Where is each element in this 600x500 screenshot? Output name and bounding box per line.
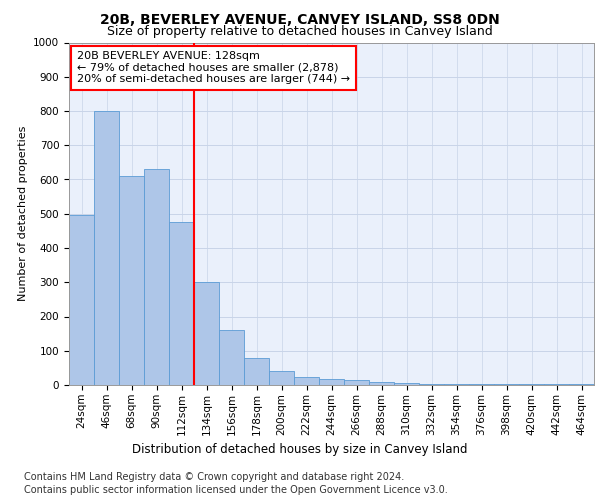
Text: 20B BEVERLEY AVENUE: 128sqm
← 79% of detached houses are smaller (2,878)
20% of : 20B BEVERLEY AVENUE: 128sqm ← 79% of det…: [77, 51, 350, 84]
Bar: [169, 222, 194, 385]
Bar: [394, 384, 419, 385]
Bar: [494, 384, 519, 385]
Bar: [419, 384, 444, 385]
Bar: [69, 216, 94, 385]
Text: 20B, BEVERLEY AVENUE, CANVEY ISLAND, SS8 0DN: 20B, BEVERLEY AVENUE, CANVEY ISLAND, SS8…: [100, 12, 500, 26]
Bar: [569, 384, 594, 385]
Bar: [319, 379, 344, 385]
Bar: [294, 378, 319, 385]
Bar: [94, 111, 119, 385]
Text: Contains HM Land Registry data © Crown copyright and database right 2024.: Contains HM Land Registry data © Crown c…: [24, 472, 404, 482]
Bar: [344, 380, 369, 385]
Bar: [269, 370, 294, 385]
Bar: [194, 282, 219, 385]
Text: Contains public sector information licensed under the Open Government Licence v3: Contains public sector information licen…: [24, 485, 448, 495]
Bar: [469, 384, 494, 385]
Bar: [119, 176, 144, 385]
Bar: [244, 358, 269, 385]
Bar: [519, 384, 544, 385]
Bar: [544, 384, 569, 385]
Bar: [144, 169, 169, 385]
Y-axis label: Number of detached properties: Number of detached properties: [17, 126, 28, 302]
Bar: [444, 384, 469, 385]
Bar: [219, 330, 244, 385]
Text: Size of property relative to detached houses in Canvey Island: Size of property relative to detached ho…: [107, 25, 493, 38]
Bar: [369, 382, 394, 385]
Text: Distribution of detached houses by size in Canvey Island: Distribution of detached houses by size …: [132, 442, 468, 456]
